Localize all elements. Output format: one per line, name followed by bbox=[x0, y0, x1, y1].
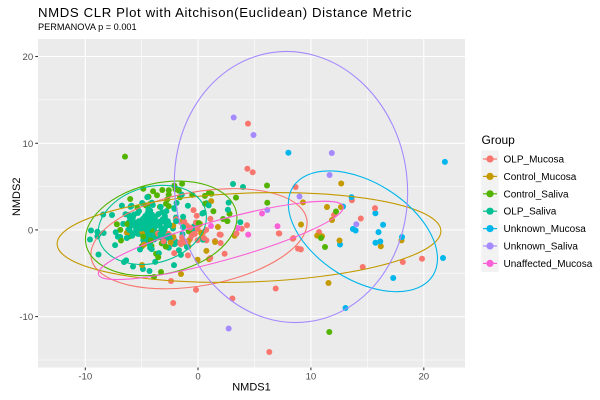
svg-text:10: 10 bbox=[23, 139, 34, 150]
svg-text:10: 10 bbox=[306, 371, 317, 382]
svg-text:Unaffected_Mucosa: Unaffected_Mucosa bbox=[504, 259, 593, 270]
svg-text:0: 0 bbox=[28, 225, 33, 236]
svg-text:Control_Saliva: Control_Saliva bbox=[504, 189, 569, 200]
svg-text:Unknown_Saliva: Unknown_Saliva bbox=[504, 242, 579, 253]
svg-text:20: 20 bbox=[418, 371, 429, 382]
svg-text:20: 20 bbox=[23, 52, 34, 63]
svg-text:Unknown_Mucosa: Unknown_Mucosa bbox=[504, 224, 587, 235]
svg-text:-10: -10 bbox=[78, 371, 92, 382]
svg-text:NMDS1: NMDS1 bbox=[232, 382, 271, 394]
svg-text:OLP_Saliva: OLP_Saliva bbox=[504, 207, 557, 218]
svg-text:PERMANOVA p = 0.001: PERMANOVA p = 0.001 bbox=[38, 22, 137, 32]
svg-text:-10: -10 bbox=[19, 312, 33, 323]
svg-text:0: 0 bbox=[195, 371, 200, 382]
svg-text:OLP_Mucosa: OLP_Mucosa bbox=[504, 155, 565, 166]
svg-text:NMDS CLR Plot with Aitchison(E: NMDS CLR Plot with Aitchison(Euclidean) … bbox=[38, 5, 412, 20]
svg-text:Group: Group bbox=[482, 133, 516, 147]
svg-text:NMDS2: NMDS2 bbox=[11, 178, 23, 217]
svg-text:Control_Mucosa: Control_Mucosa bbox=[504, 172, 577, 183]
